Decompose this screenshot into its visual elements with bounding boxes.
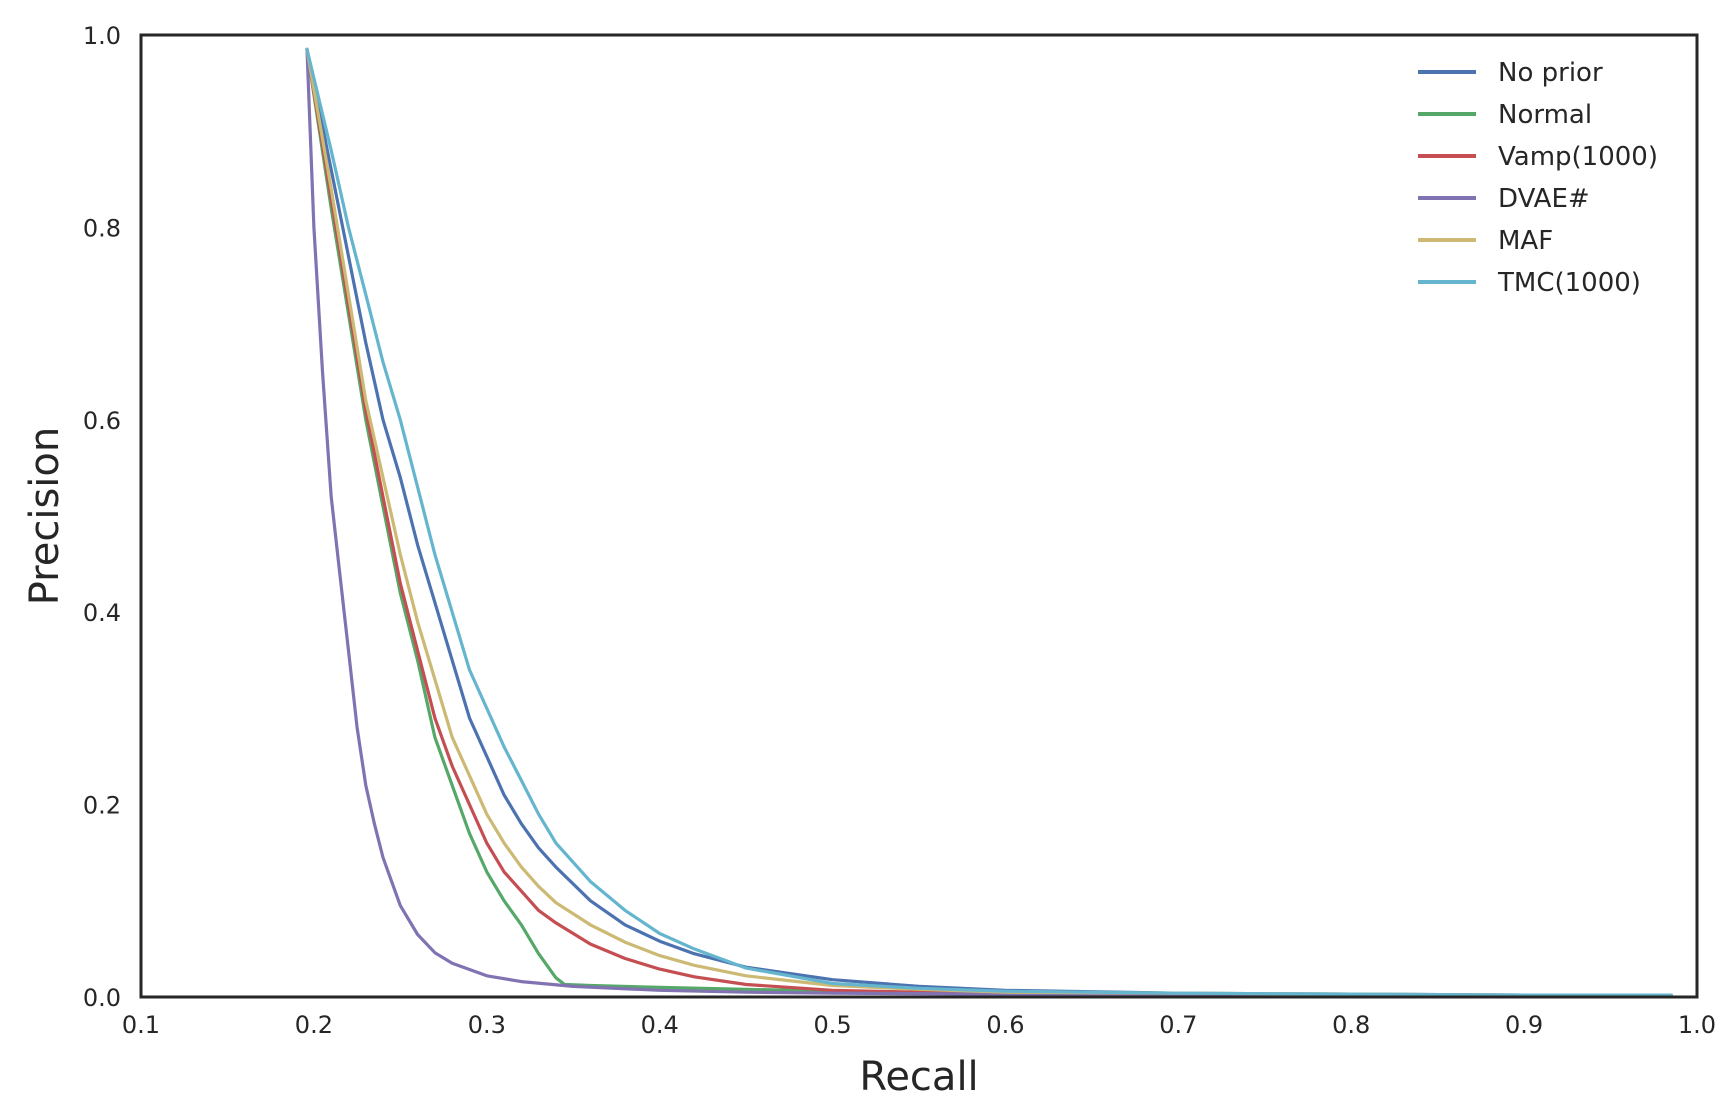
y-axis-label: Precision xyxy=(22,427,68,605)
y-tick-label: 0.6 xyxy=(83,407,121,435)
x-tick-label: 0.9 xyxy=(1505,1011,1543,1039)
x-tick-label: 0.2 xyxy=(295,1011,333,1039)
series-line-dvae xyxy=(305,47,1673,997)
legend-label: No prior xyxy=(1498,58,1603,88)
y-tick-label: 0.4 xyxy=(83,599,121,627)
x-tick-label: 0.5 xyxy=(813,1011,851,1039)
y-tick-label: 0.8 xyxy=(83,214,121,242)
x-tick-label: 0.3 xyxy=(468,1011,506,1039)
x-tick-label: 0.8 xyxy=(1332,1011,1370,1039)
legend-label: Vamp(1000) xyxy=(1498,142,1658,172)
y-tick-label: 0.0 xyxy=(83,984,121,1012)
legend-label: TMC(1000) xyxy=(1497,268,1641,298)
legend-label: MAF xyxy=(1498,226,1553,256)
x-axis-ticks: 0.1 0.2 0.3 0.4 0.5 0.6 0.7 0.8 0.9 1.0 xyxy=(122,1011,1716,1039)
plot-frame xyxy=(139,33,1699,999)
x-tick-label: 1.0 xyxy=(1678,1011,1716,1039)
x-tick-label: 0.6 xyxy=(986,1011,1024,1039)
y-axis-ticks: 0.0 0.2 0.4 0.6 0.8 1.0 xyxy=(83,22,121,1012)
x-tick-label: 0.4 xyxy=(641,1011,679,1039)
y-tick-label: 1.0 xyxy=(83,22,121,50)
series-line-tmc-1000 xyxy=(305,47,1673,997)
x-tick-label: 0.7 xyxy=(1159,1011,1197,1039)
legend-label: DVAE# xyxy=(1498,184,1590,214)
y-tick-label: 0.2 xyxy=(83,792,121,820)
series-layer xyxy=(305,47,1673,997)
legend-label: Normal xyxy=(1498,100,1592,130)
legend: No prior Normal Vamp(1000) DVAE# MAF TMC(1000… xyxy=(1418,58,1658,298)
x-axis-label: Recall xyxy=(859,1054,978,1100)
x-tick-label: 0.1 xyxy=(122,1011,160,1039)
